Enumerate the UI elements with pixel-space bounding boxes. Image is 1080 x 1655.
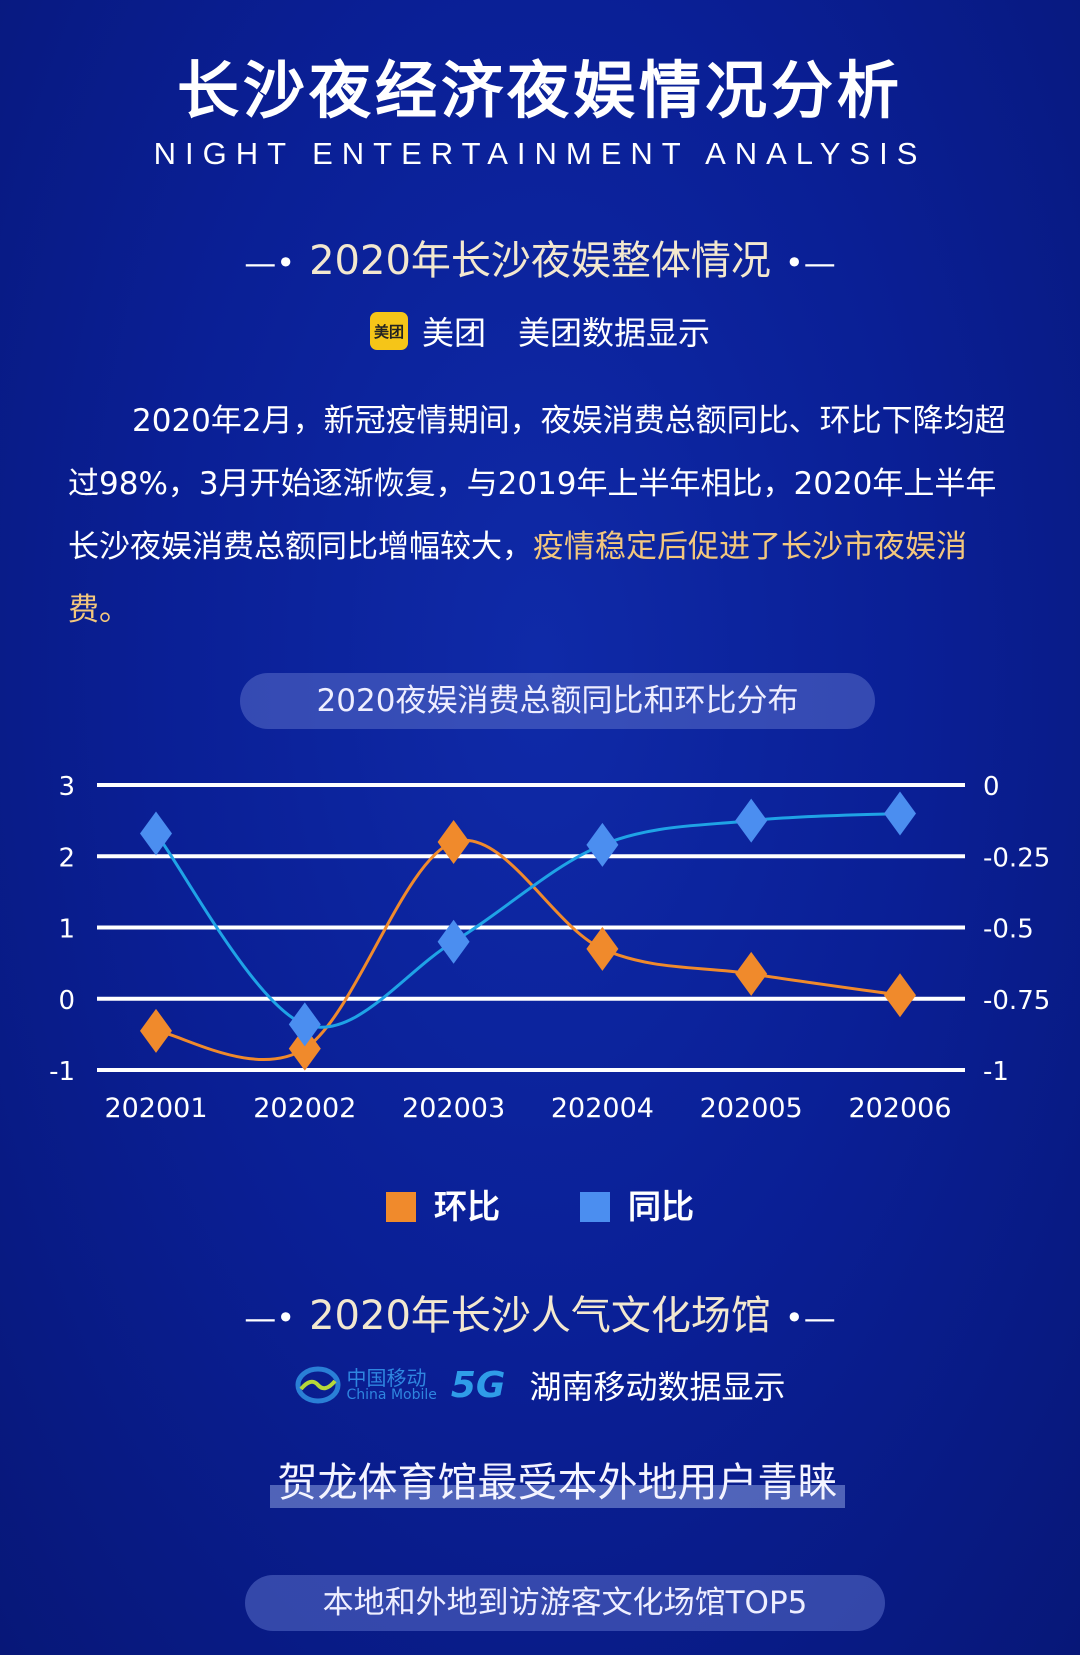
venue-top5-pill: 本地和外地到访游客文化场馆TOP5 [245,1575,885,1631]
source-text: 湖南移动数据显示 [529,1368,786,1406]
legend-label: 同比 [628,1187,694,1226]
x-tick-label: 202001 [104,1093,207,1120]
legend-swatch [386,1192,416,1222]
source-line-2: 中国移动 China Mobile 5G 湖南移动数据显示 [0,1362,1080,1408]
series-line-tongbi [154,812,901,1029]
right-tick-label: -0.75 [983,986,1050,1016]
chart-title-pill: 2020夜娱消费总额同比和环比分布 [240,673,875,729]
data-point-huanbi [735,951,768,996]
data-point-tongbi [735,798,768,843]
x-tick-label: 202005 [700,1093,803,1120]
left-tick-label: 1 [58,915,75,945]
data-point-huanbi [140,1008,172,1053]
data-point-tongbi [586,822,619,867]
right-tick-label: -0.5 [983,915,1034,945]
divider: •— [784,1299,836,1337]
x-tick-label: 202004 [551,1093,654,1120]
section-heading: 2020年长沙夜娱整体情况 [309,238,771,284]
data-point-huanbi [884,973,916,1018]
divider: •— [784,244,836,282]
page-subtitle: NIGHT ENTERTAINMENT ANALYSIS [153,136,927,171]
china-mobile-swirl-icon [295,1366,340,1404]
source-text: 美团数据显示 [518,314,711,352]
data-point-tongbi [884,791,916,836]
meituan-logo-icon: 美团 [369,312,408,350]
highlight-headline: 贺龙体育馆最受本外地用户青睐 [270,1450,845,1508]
divider: —• [244,244,296,282]
china-mobile-logo-icon: 中国移动 China Mobile [295,1365,437,1405]
line-chart: 3 0 2 -0.25 1 -0.5 0 -0.75 -1 -1 202001 202002 20200… [49,772,1050,1120]
legend-label: 环比 [434,1187,500,1226]
section-heading: 2020年长沙人气文化场馆 [309,1293,771,1339]
paragraph-text: 2020年2月，新冠疫情期间，夜娱消费总额同比、环比下降均超过98%，3月开始逐… [68,403,1006,565]
section-title-2: —• 2020年长沙人气文化场馆 •— [0,1283,1080,1341]
left-tick-label: 2 [58,843,75,873]
data-point-huanbi [437,820,470,864]
right-tick-label: -0.25 [983,843,1050,873]
legend-item-huanbi: 环比 [386,1180,500,1228]
source-line-1: 美团 美团 美团数据显示 [0,308,1080,354]
logo-cn: 中国移动 [346,1366,427,1390]
5g-logo-icon: 5G [450,1364,506,1406]
x-tick-label: 202003 [402,1093,505,1120]
chart-legend: 环比 同比 [0,1180,1080,1228]
divider: —• [244,1299,296,1337]
logo-en: China Mobile [346,1387,437,1403]
data-point-huanbi [586,926,619,971]
left-tick-label: 3 [58,772,75,802]
x-tick-label: 202002 [253,1093,356,1120]
page-title: 长沙夜经济夜娱情况分析 [176,54,903,127]
data-point-tongbi [288,1002,321,1047]
summary-paragraph: 2020年2月，新冠疫情期间，夜娱消费总额同比、环比下降均超过98%，3月开始逐… [68,390,1008,642]
data-point-tongbi [140,811,172,856]
x-tick-label: 202006 [848,1093,951,1120]
series-line-huanbi [155,838,901,1061]
paragraph-highlight: 疫情稳定后促进了长沙市夜娱消费。 [68,529,967,628]
data-point-tongbi [437,919,470,964]
section-title-1: —• 2020年长沙夜娱整体情况 •— [0,228,1080,286]
legend-swatch [580,1192,610,1222]
brand-name: 美团 [421,314,486,352]
left-tick-label: 0 [58,986,75,1016]
right-tick-label: -1 [983,1057,1009,1087]
legend-item-tongbi: 同比 [580,1180,694,1228]
data-point-huanbi [288,1026,321,1071]
left-tick-label: -1 [49,1057,75,1087]
right-tick-label: 0 [983,772,1000,802]
